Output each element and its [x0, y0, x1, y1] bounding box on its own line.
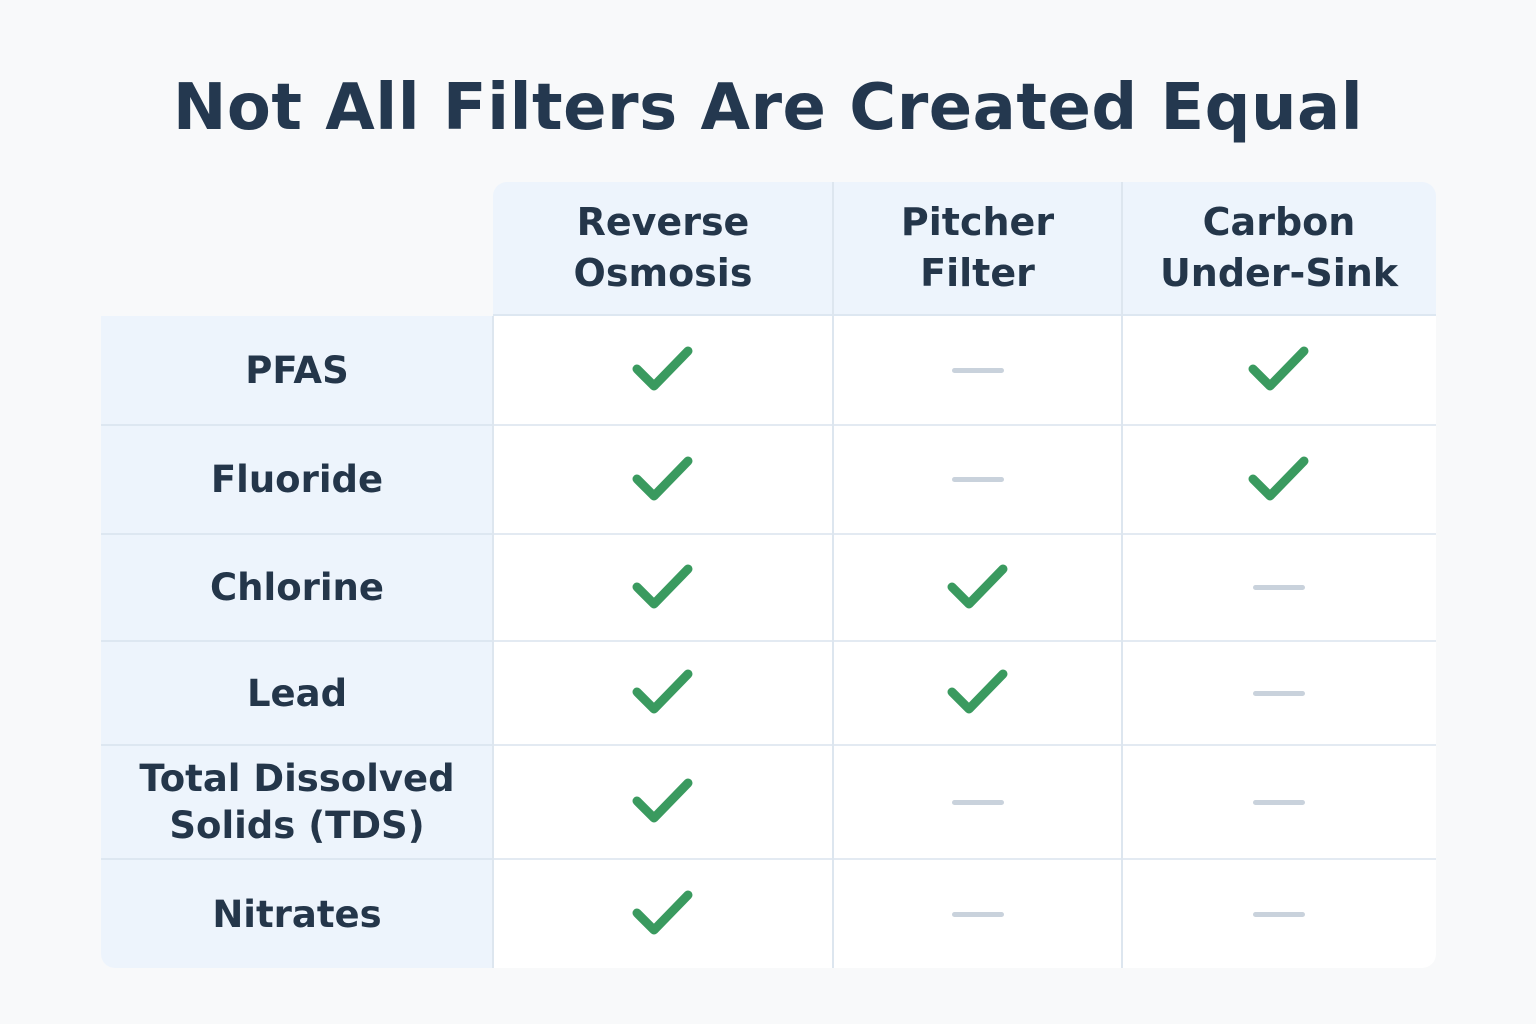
check-icon [632, 345, 694, 395]
check-icon [1248, 345, 1310, 395]
dash-icon [951, 477, 1004, 482]
table-cell [1122, 426, 1436, 535]
row-label: Nitrates [101, 860, 493, 968]
dash-icon [1253, 585, 1305, 590]
row-label: Chlorine [101, 535, 493, 642]
table-cell [833, 746, 1122, 860]
check-icon [632, 455, 694, 505]
row-label: Fluoride [101, 426, 493, 535]
check-icon [1248, 455, 1310, 505]
dash-icon [951, 367, 1004, 373]
table-cell [833, 426, 1122, 535]
comparison-table: Reverse Osmosis Pitcher Filter Carbon Unde… [101, 182, 1436, 968]
dash-icon [1253, 911, 1305, 917]
table-cell [833, 316, 1122, 426]
table-cell [1122, 316, 1436, 426]
table-cell [493, 860, 833, 968]
check-icon [632, 563, 694, 613]
dash-icon [1253, 799, 1305, 805]
check-icon [632, 889, 694, 939]
row-label-text: Lead [246, 671, 348, 715]
row-label-text: PFAS [245, 348, 349, 392]
row-label: Lead [101, 642, 493, 746]
row-label-text: Nitrates [212, 892, 382, 936]
table-cell [1122, 746, 1436, 860]
table-cell [833, 860, 1122, 968]
column-header-label: Reverse Osmosis [573, 200, 753, 295]
table-cell [1122, 535, 1436, 642]
column-divider [1121, 182, 1123, 968]
check-icon [947, 563, 1009, 613]
column-header: Reverse Osmosis [493, 182, 833, 316]
column-divider [492, 316, 494, 968]
column-header-label: Pitcher Filter [900, 200, 1055, 295]
table-cell [833, 642, 1122, 746]
row-label: PFAS [101, 316, 493, 426]
table-cell [1122, 860, 1436, 968]
dash-icon [951, 911, 1004, 917]
row-label-text: Chlorine [210, 566, 384, 609]
check-icon [632, 668, 694, 718]
dash-icon [1253, 690, 1305, 696]
table-cell [833, 535, 1122, 642]
column-divider [832, 182, 834, 968]
table-cell [493, 426, 833, 535]
row-label-text: Fluoride [210, 458, 384, 501]
table-cell [493, 316, 833, 426]
table-cell [493, 535, 833, 642]
column-header: Pitcher Filter [833, 182, 1122, 316]
table-cell [1122, 642, 1436, 746]
row-label: Total Dissolved Solids (TDS) [101, 746, 493, 860]
row-label-text: Total Dissolved Solids (TDS) [139, 757, 455, 847]
check-icon [632, 777, 694, 827]
column-header: Carbon Under-Sink [1122, 182, 1436, 316]
dash-icon [951, 799, 1004, 805]
table-cell [493, 642, 833, 746]
table-cell [493, 746, 833, 860]
column-header-label: Carbon Under-Sink [1159, 200, 1399, 295]
check-icon [947, 668, 1009, 718]
page-title: Not All Filters Are Created Equal [172, 71, 1364, 145]
